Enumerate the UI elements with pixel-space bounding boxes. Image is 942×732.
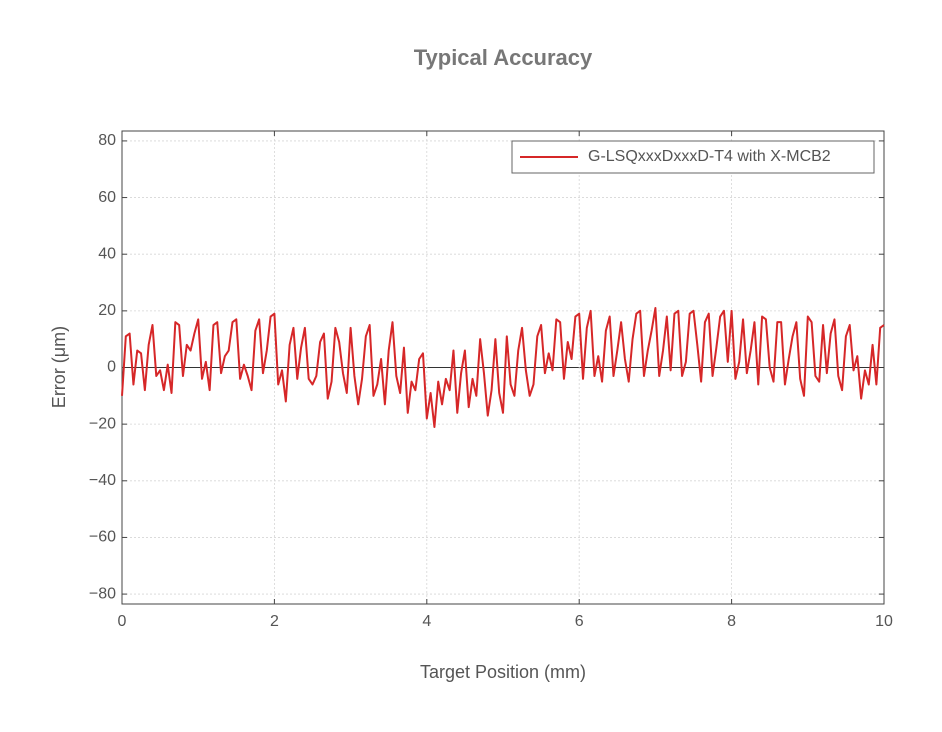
x-axis-label: Target Position (mm) [420, 662, 586, 682]
x-tick-label: 2 [270, 613, 279, 630]
data-line [121, 307, 885, 428]
x-tick-label: 6 [575, 613, 584, 630]
y-tick-label: −20 [89, 415, 116, 432]
y-tick-label: 20 [98, 302, 116, 319]
y-axis-label: Error (μm) [49, 326, 69, 408]
x-tick-label: 0 [118, 613, 127, 630]
y-tick-label: 40 [98, 245, 116, 262]
y-tick-label: 0 [107, 359, 116, 376]
x-tick-label: 4 [422, 613, 431, 630]
y-tick-label: −40 [89, 472, 116, 489]
y-tick-label: 60 [98, 189, 116, 206]
legend-label: G-LSQxxxDxxxD-T4 with X-MCB2 [588, 148, 831, 165]
y-tick-label: −80 [89, 585, 116, 602]
y-tick-label: 80 [98, 132, 116, 149]
chart-title: Typical Accuracy [414, 45, 593, 70]
x-tick-label: 10 [875, 613, 893, 630]
x-tick-label: 8 [727, 613, 736, 630]
y-tick-label: −60 [89, 529, 116, 546]
plot-frame [121, 130, 885, 605]
